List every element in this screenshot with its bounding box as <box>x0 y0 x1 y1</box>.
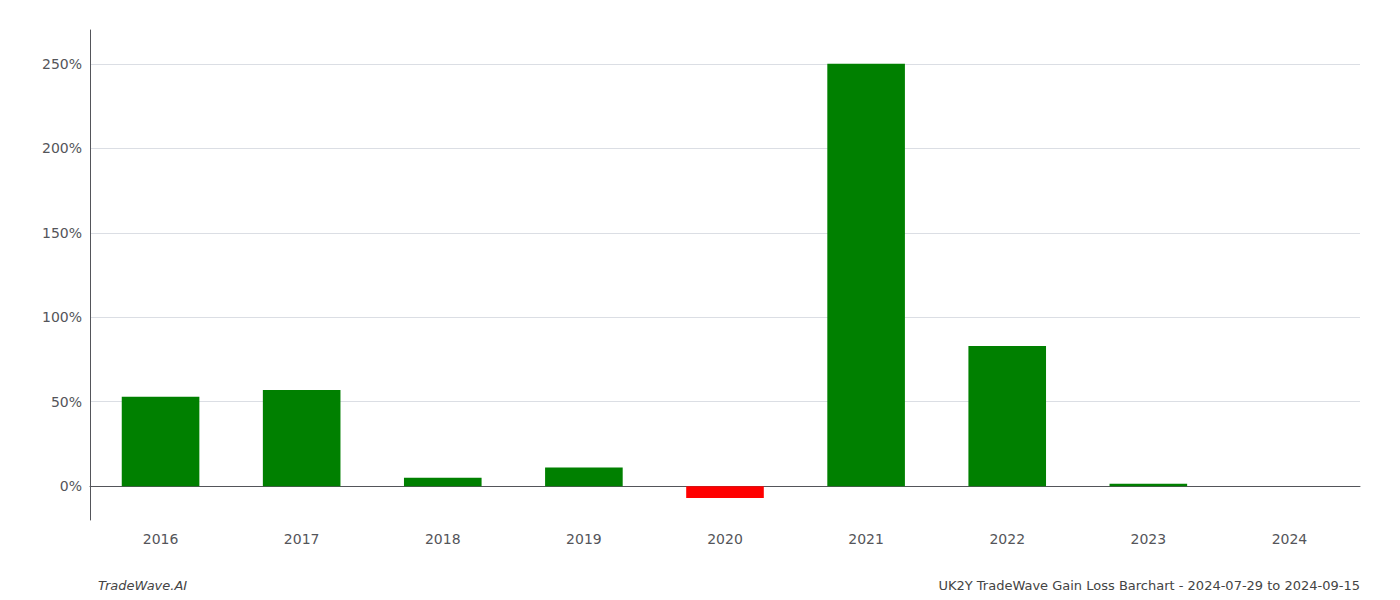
svg-text:2020: 2020 <box>707 531 743 547</box>
svg-text:UK2Y TradeWave Gain Loss Barch: UK2Y TradeWave Gain Loss Barchart - 2024… <box>938 578 1360 593</box>
svg-text:2022: 2022 <box>989 531 1025 547</box>
svg-text:150%: 150% <box>42 225 82 241</box>
svg-text:2023: 2023 <box>1131 531 1167 547</box>
svg-text:2019: 2019 <box>566 531 602 547</box>
svg-text:100%: 100% <box>42 309 82 325</box>
svg-text:TradeWave.AI: TradeWave.AI <box>98 578 187 593</box>
svg-text:2016: 2016 <box>143 531 179 547</box>
svg-text:2018: 2018 <box>425 531 461 547</box>
svg-text:0%: 0% <box>60 478 82 494</box>
svg-text:250%: 250% <box>42 56 82 72</box>
svg-text:200%: 200% <box>42 140 82 156</box>
svg-text:2024: 2024 <box>1272 531 1308 547</box>
svg-text:2021: 2021 <box>848 531 884 547</box>
svg-text:50%: 50% <box>51 394 82 410</box>
svg-text:2017: 2017 <box>284 531 320 547</box>
